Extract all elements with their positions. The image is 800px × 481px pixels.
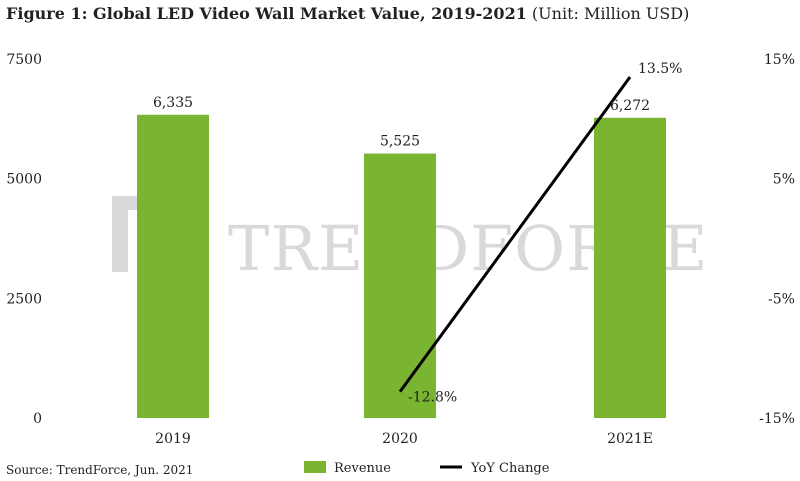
y-left-tick-0: 0 xyxy=(33,411,42,427)
yoy-change-line xyxy=(398,76,632,393)
bar-value-label-2020: 5,525 xyxy=(380,134,420,150)
bar-value-label-2021e: 6,272 xyxy=(610,98,650,114)
y-right-tick-5-: 5% xyxy=(773,172,795,188)
y-right-tick-15-: 15% xyxy=(764,52,795,68)
y-left-tick-7500: 7500 xyxy=(6,52,42,68)
bar-2020 xyxy=(364,153,436,418)
chart-title-main: Figure 1: Global LED Video Wall Market V… xyxy=(6,4,527,23)
bar-2019 xyxy=(137,114,209,419)
x-tick-2020: 2020 xyxy=(382,431,418,447)
yoy-value-label-2021e: 13.5% xyxy=(638,61,682,77)
bar-value-label-2019: 6,335 xyxy=(153,95,193,111)
y-left-tick-2500: 2500 xyxy=(6,291,42,307)
legend-swatch-revenue xyxy=(304,461,326,473)
y-left-tick-5000: 5000 xyxy=(6,172,42,188)
bar-2021e xyxy=(594,117,666,418)
chart-title-unit: (Unit: Million USD) xyxy=(531,4,690,23)
legend-label-yoy: YoY Change xyxy=(470,461,550,476)
chart-title: Figure 1: Global LED Video Wall Market V… xyxy=(6,4,689,23)
yoy-value-label-2020: -12.8% xyxy=(408,390,457,406)
y-right-tick--5-: -5% xyxy=(768,291,795,307)
x-tick-2021e: 2021E xyxy=(607,431,653,447)
source-note: Source: TrendForce, Jun. 2021 xyxy=(6,463,193,477)
legend-label-revenue: Revenue xyxy=(334,461,391,476)
y-right-tick--15-: -15% xyxy=(759,411,795,427)
x-tick-2019: 2019 xyxy=(155,431,191,447)
legend: Revenue YoY Change xyxy=(304,461,550,476)
